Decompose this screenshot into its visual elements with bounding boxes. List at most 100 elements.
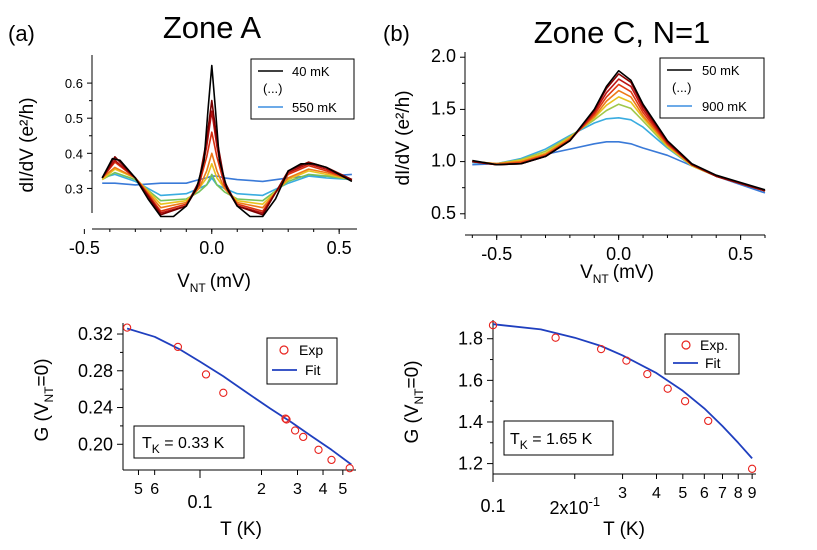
panel-c-ytick-label: 0.24 (78, 398, 113, 418)
panel-c-xtick-label: 4 (319, 481, 328, 498)
panel-b-legend-entry-1: 50 mK (702, 63, 740, 78)
panel-a-series-line-1 (101, 64, 353, 218)
panel-a-title: Zone A (163, 10, 262, 45)
panel-c-series (122, 323, 354, 473)
panel-b-xtick-label: 0.0 (606, 244, 631, 264)
panel-b-xlabel-unit: (mV) (613, 262, 654, 283)
panel-b-ylabel: dI/dV (e²/h) (393, 90, 414, 185)
panel-a-ylabel-text: dI/dV (e²/h) (17, 97, 38, 192)
panel-c-exp-point (173, 342, 183, 352)
panel-d-exp-point (747, 464, 757, 473)
panel-a-legend: 40 mK (...) 550 mK (250, 58, 355, 120)
panel-d-xtick-label: 3 (618, 485, 627, 502)
panel-d-annotation-tail: = 1.65 K (528, 431, 593, 448)
panel-c: G (VNT=0) T (K) 0.200.240.280.325 60.12 3 4… (32, 323, 356, 540)
panel-d-xtick-label: 4 (652, 485, 661, 502)
panel-d-legend-box (664, 333, 740, 375)
panel-d-annotation-text: TK = 1.65 K (510, 431, 593, 452)
panel-c-legend: Exp Fit (266, 337, 338, 385)
panel-b-xlabel: VNT (mV) (580, 262, 654, 286)
panel-d-annotation-box (503, 420, 614, 456)
panel-b-series-line-8 (472, 117, 766, 192)
panel-d-annotation-main: T (510, 431, 520, 448)
panel-b-xlabel-v: V (580, 262, 593, 283)
panel-d-legend-entry-exp: Exp. (700, 337, 728, 353)
panel-c-annotation-text: TK = 0.33 K (142, 435, 225, 456)
panel-a-legend-entry-2: (...) (263, 81, 283, 96)
panel-c-ytick-label: 0.32 (78, 324, 113, 344)
panel-c-exp-point (299, 432, 308, 442)
panel-c-xtick-label: 5 (134, 481, 143, 498)
panel-b-ylabel-text: dI/dV (e²/h) (393, 90, 414, 185)
panel-d-legend-entry-fit: Fit (705, 355, 721, 371)
panel-c-ylabel: G (VNT=0) (32, 358, 56, 441)
panel-b-legend-entry-2: (...) (672, 80, 692, 95)
panel-d-xtick-label: 8 (734, 485, 743, 502)
panel-c-fit-line (126, 327, 352, 466)
panel-d-xtick-label: 6 (700, 485, 709, 502)
panel-b-legend: 50 mK (...) 900 mK (659, 57, 765, 119)
panel-d-series (488, 321, 757, 473)
panel-d-exp-point (488, 321, 498, 330)
panel-a-xtick-label: -0.5 (69, 238, 100, 258)
panel-a-legend-box (250, 58, 355, 120)
panel-c-annotation-main: T (142, 435, 152, 452)
panel-a-xlabel-sub: NT (190, 281, 207, 295)
panel-d-xtick-label: 9 (748, 485, 757, 502)
panel-b: (b) Zone C, N=1 dI/dV (e²/h) VNT (mV) 0.5… (383, 15, 766, 286)
panel-c-exp-point (345, 464, 354, 473)
panel-b-legend-box (659, 57, 765, 119)
panel-c-axes: 0.200.240.280.325 60.12 3 4 5 (78, 323, 356, 512)
panel-d-ylabel-sub: NT (412, 388, 426, 405)
panel-c-exp-point (314, 445, 323, 454)
panel-d-xtick-exponent: -1 (588, 494, 600, 509)
panel-d-ytick-label: 1.2 (458, 454, 483, 474)
panel-c-annotation-sub: K (152, 442, 160, 456)
panel-b-label: (b) (383, 21, 410, 46)
panel-c-xtick-label: 6 (150, 481, 159, 498)
panel-d-exp-point (596, 344, 606, 354)
panel-d: G (VNT=0) T (K) 1.2 1.4 1.6 1.8 0.1 2x10-1 3 4 5… (402, 320, 757, 540)
panel-a-xlabel-unit: (mV) (210, 271, 251, 292)
panel-c-xtick-label: 2 (257, 481, 266, 498)
panel-a-label: (a) (8, 21, 35, 46)
panel-a-ytick-label: 0.5 (65, 111, 83, 126)
panel-c-exp-point (290, 426, 300, 435)
panel-a-series-line-2 (101, 99, 353, 216)
panel-a-xlabel: VNT (mV) (177, 271, 251, 295)
panel-c-legend-marker-exp (279, 345, 289, 355)
panel-d-exp-point (663, 384, 672, 393)
panel-d-ytick-label: 1.4 (458, 412, 483, 432)
panel-d-fit-line (492, 323, 753, 459)
panel-a-series (101, 64, 353, 218)
panel-c-annotation: TK = 0.33 K (133, 425, 245, 459)
panel-d-ylabel-text: G (VNT=0) (402, 360, 426, 443)
panel-b-legend-entry-3: 900 mK (702, 99, 747, 114)
panel-d-exp-point (551, 333, 560, 342)
panel-a-ytick-label: 0.6 (65, 76, 83, 91)
panel-d-xtick-label: 2x10-1 (549, 494, 600, 518)
panel-c-xtick-label: 5 (338, 481, 347, 498)
panel-d-xtick-label: 7 (718, 485, 727, 502)
panel-b-series (472, 70, 766, 194)
panel-c-xtick-label: 0.1 (187, 492, 212, 512)
panel-b-xtick-label: 0.5 (728, 244, 753, 264)
panel-d-ytick-label: 1.6 (458, 370, 483, 390)
panel-a-legend-entry-3: 550 mK (292, 100, 337, 115)
panel-d-legend: Exp. Fit (664, 333, 740, 375)
panel-a-series-line-9 (102, 173, 352, 186)
panel-c-ylabel-sub: NT (42, 386, 56, 403)
panel-c-xtick-label: 3 (293, 481, 302, 498)
panel-c-legend-entry-fit: Fit (305, 362, 321, 378)
panel-b-title: Zone C, N=1 (534, 15, 711, 50)
panel-c-annotation-tail: = 0.33 K (160, 435, 225, 452)
panel-a-series-line-5 (101, 152, 353, 209)
panel-c-ytick-label: 0.20 (78, 434, 113, 454)
panel-b-series-line-9 (472, 141, 766, 194)
panel-b-axes: 0.5 1.0 1.5 2.0 -0.5 0.0 0.5 (431, 46, 766, 264)
panel-c-exp-point (281, 414, 290, 423)
panel-c-xlabel: T (K) (220, 519, 262, 540)
panel-a-xlabel-v: V (177, 271, 190, 292)
panel-d-xlabel: T (K) (603, 519, 645, 540)
